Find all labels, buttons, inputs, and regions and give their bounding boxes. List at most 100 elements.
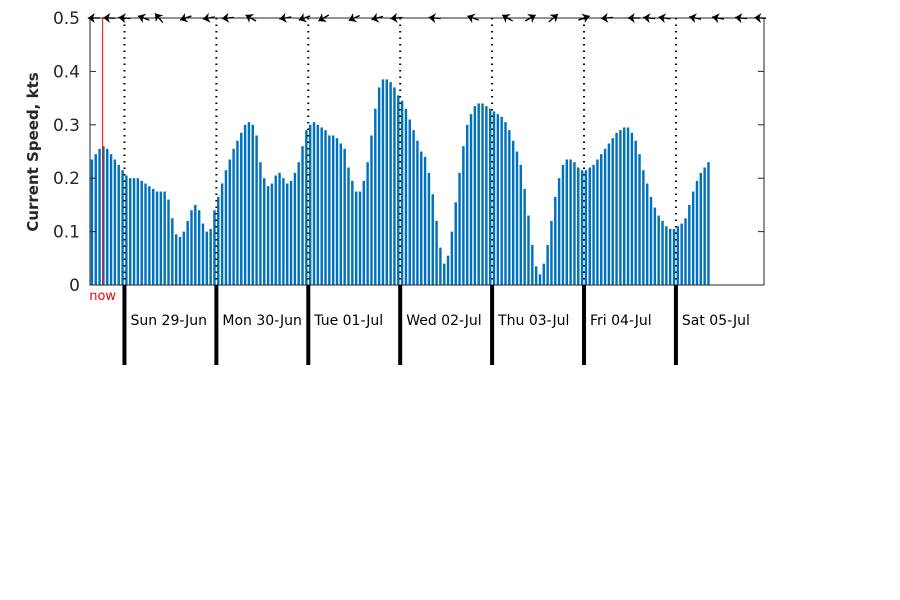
direction-arrow bbox=[627, 13, 640, 23]
speed-bar bbox=[316, 124, 320, 285]
day-label: Sat 05-Jul bbox=[682, 313, 750, 329]
day-label: Thu 03-Jul bbox=[497, 313, 569, 329]
speed-bar bbox=[615, 132, 618, 285]
now-label: now bbox=[89, 289, 116, 304]
speed-bar bbox=[266, 186, 270, 285]
speed-bar bbox=[408, 119, 411, 286]
speed-bar bbox=[573, 162, 576, 285]
direction-arrow bbox=[390, 12, 403, 23]
y-tick-label: 0.2 bbox=[53, 169, 80, 189]
speed-bar bbox=[102, 146, 105, 285]
speed-bar bbox=[377, 87, 381, 285]
speed-bars bbox=[90, 79, 710, 286]
speed-bar bbox=[416, 140, 419, 285]
speed-bar bbox=[561, 164, 565, 285]
speed-bar bbox=[439, 247, 442, 285]
speed-bar bbox=[232, 148, 235, 285]
speed-bar bbox=[488, 108, 492, 285]
speed-bar bbox=[443, 263, 446, 285]
direction-arrows bbox=[87, 12, 767, 24]
speed-bar bbox=[565, 159, 568, 285]
speed-bar bbox=[255, 135, 258, 285]
speed-bar bbox=[623, 127, 626, 285]
speed-bar bbox=[431, 194, 434, 285]
day-label: Mon 30-Jun bbox=[222, 313, 302, 329]
speed-bar bbox=[220, 183, 224, 285]
speed-bar bbox=[584, 170, 588, 285]
direction-arrow bbox=[154, 12, 164, 24]
speed-bar bbox=[167, 199, 170, 285]
day-label: Tue 01-Jul bbox=[313, 313, 383, 329]
speed-bar bbox=[400, 100, 404, 286]
speed-bar bbox=[293, 172, 297, 285]
direction-arrow bbox=[754, 13, 767, 24]
speed-bar bbox=[163, 191, 166, 285]
speed-bar bbox=[462, 146, 465, 285]
day-labels: Sun 29-Jun Mon 30-Jun Tue 01-Jul Wed 02-Jul… bbox=[122, 285, 750, 365]
speed-bar bbox=[423, 156, 427, 285]
speed-bar bbox=[508, 130, 511, 285]
direction-arrow bbox=[712, 13, 725, 24]
speed-bar bbox=[427, 172, 431, 285]
speed-bar bbox=[213, 210, 216, 285]
speed-bar bbox=[630, 132, 634, 285]
speed-bar bbox=[335, 138, 339, 285]
speed-bar bbox=[140, 180, 143, 285]
speed-bar bbox=[691, 191, 695, 285]
y-tick-label: 0.4 bbox=[53, 62, 80, 82]
speed-bar bbox=[224, 170, 228, 285]
speed-bar bbox=[228, 159, 231, 285]
speed-bar bbox=[554, 196, 557, 285]
speed-bar bbox=[699, 172, 703, 285]
speed-bar bbox=[672, 228, 676, 285]
speed-bar bbox=[354, 191, 358, 285]
speed-bar bbox=[393, 87, 396, 285]
speed-bar bbox=[611, 138, 614, 285]
direction-arrow bbox=[600, 12, 614, 23]
speed-bar bbox=[144, 183, 147, 285]
direction-arrow bbox=[103, 13, 116, 24]
speed-bar bbox=[270, 183, 274, 285]
speed-bar bbox=[109, 154, 113, 285]
speed-bar bbox=[209, 228, 212, 285]
direction-arrow bbox=[658, 13, 671, 24]
speed-bar bbox=[182, 231, 186, 285]
speed-bar bbox=[695, 180, 699, 285]
speed-bar bbox=[600, 154, 603, 285]
speed-bar bbox=[454, 202, 457, 285]
speed-bar bbox=[385, 79, 389, 285]
speed-bar bbox=[523, 188, 526, 285]
speed-bar bbox=[358, 191, 362, 285]
speed-bar bbox=[435, 220, 438, 285]
speed-bar bbox=[420, 151, 423, 285]
speed-bar bbox=[638, 154, 641, 285]
direction-arrow bbox=[137, 13, 150, 24]
speed-bar bbox=[98, 148, 101, 285]
direction-arrow bbox=[179, 12, 192, 23]
speed-bar bbox=[113, 159, 117, 285]
direction-arrow bbox=[501, 14, 513, 23]
speed-bar bbox=[473, 106, 477, 285]
speed-bar bbox=[577, 167, 580, 285]
speed-bar bbox=[117, 164, 120, 285]
speed-bar bbox=[159, 191, 163, 285]
speed-bar bbox=[259, 162, 262, 285]
speed-bar bbox=[665, 226, 668, 285]
speed-bar bbox=[642, 170, 645, 285]
speed-bar bbox=[465, 124, 469, 285]
speed-bar bbox=[339, 143, 343, 285]
speed-bar bbox=[247, 122, 251, 285]
speed-bar bbox=[657, 215, 660, 285]
speed-bar bbox=[485, 106, 488, 285]
direction-arrow bbox=[643, 13, 656, 24]
speed-bar bbox=[397, 95, 400, 286]
speed-bar bbox=[684, 218, 687, 285]
y-axis-label: Current Speed, kts bbox=[24, 72, 42, 231]
speed-bar bbox=[511, 140, 515, 285]
direction-arrow bbox=[298, 12, 311, 23]
speed-bar bbox=[278, 172, 281, 285]
speed-bar bbox=[374, 108, 377, 285]
speed-bar bbox=[190, 210, 193, 285]
direction-arrow bbox=[279, 12, 292, 23]
